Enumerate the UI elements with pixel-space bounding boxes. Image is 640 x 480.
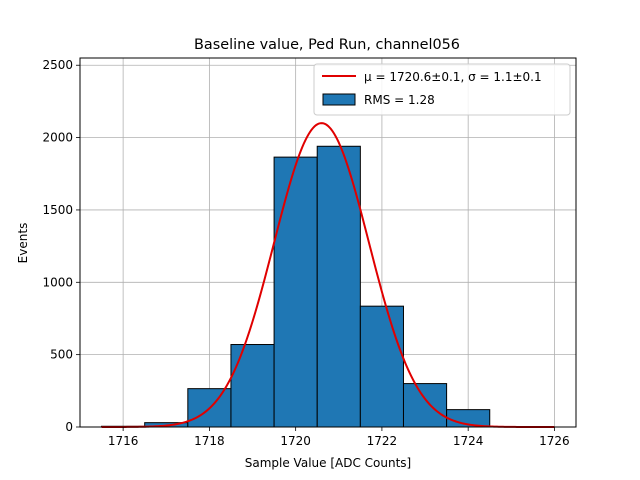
y-axis-label: Events [16, 223, 30, 264]
histogram-bar [230, 344, 275, 428]
plot-frame [79, 57, 577, 428]
x-tick-label: 1722 [367, 434, 398, 448]
y-tick-label: 500 [50, 348, 73, 362]
y-axis-ticks: 0 500 1000 1500 2000 2500 [42, 58, 80, 434]
y-tick-label: 1500 [42, 203, 73, 217]
x-axis-ticks: 1716 1718 1720 1722 1724 1726 [108, 427, 570, 448]
x-tick-label: 1716 [108, 434, 139, 448]
y-tick-label: 2500 [42, 58, 73, 72]
x-axis-label: Sample Value [ADC Counts] [245, 456, 411, 470]
chart-title: Baseline value, Ped Run, channel056 [194, 37, 460, 53]
legend-box [313, 63, 571, 116]
legend-hist-swatch [322, 93, 356, 106]
x-tick-label: 1726 [539, 434, 570, 448]
x-tick-label: 1724 [453, 434, 484, 448]
x-tick-label: 1720 [280, 434, 311, 448]
y-tick-label: 2000 [42, 131, 73, 145]
histogram-bar [273, 156, 318, 428]
y-tick-label: 0 [65, 420, 73, 434]
legend: μ = 1720.6±0.1, σ = 1.1±0.1 RMS = 1.28 [313, 63, 571, 116]
y-tick-label: 1000 [42, 275, 73, 289]
legend-hist-label: RMS = 1.28 [364, 93, 435, 107]
histogram-bar [359, 305, 404, 428]
x-tick-label: 1718 [194, 434, 225, 448]
histogram-bars [101, 145, 491, 428]
legend-fit-label: μ = 1720.6±0.1, σ = 1.1±0.1 [364, 70, 542, 84]
fit-curve [101, 122, 555, 428]
histogram-bar [316, 145, 361, 428]
fit-curve-group [101, 122, 555, 428]
histogram-bar [402, 383, 448, 428]
